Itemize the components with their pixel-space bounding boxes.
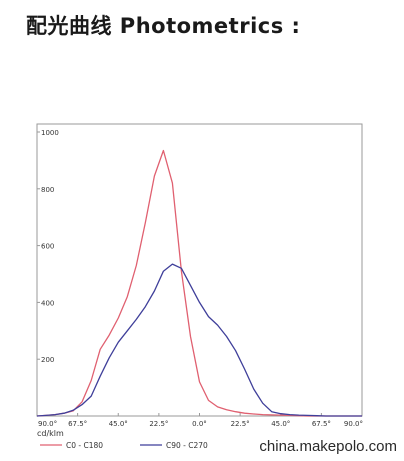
x-tick-label: 45.0° <box>109 420 128 428</box>
legend-label: C0 - C180 <box>66 441 103 450</box>
series-lines <box>36 149 362 417</box>
y-tick-label: 200 <box>41 356 54 364</box>
x-tick-label: 67.5° <box>312 420 331 428</box>
x-tick-label: 0.0° <box>192 420 207 428</box>
series-line-c90-c270 <box>36 263 362 417</box>
x-tick-label: 45.0° <box>271 420 290 428</box>
x-tick-label: 90.0° <box>344 420 363 428</box>
y-axis: 200 400 600 800 1000 <box>37 129 59 364</box>
x-tick-label: 22.5° <box>149 420 168 428</box>
x-axis: 90.0° 67.5° 45.0° 22.5° 0.0° 22.5° 45.0° 67.5° 9… <box>36 413 363 428</box>
y-tick-label: 400 <box>41 299 54 307</box>
watermark: china.makepolo.com <box>259 438 397 455</box>
y-tick-label: 600 <box>41 243 54 251</box>
unit-label: cd/klm <box>37 429 64 438</box>
x-tick-label: 90.0° <box>38 420 57 428</box>
y-tick-label: 800 <box>41 186 54 194</box>
page-title: 配光曲线 Photometrics : <box>26 14 301 38</box>
legend: C0 - C180 C90 - C270 <box>40 441 208 450</box>
legend-label: C90 - C270 <box>166 441 208 450</box>
x-tick-label: 22.5° <box>231 420 250 428</box>
plot-frame <box>36 123 363 417</box>
x-tick-label: 67.5° <box>68 420 87 428</box>
y-tick-label: 1000 <box>41 129 59 137</box>
series-line-c0-c180 <box>36 149 362 417</box>
